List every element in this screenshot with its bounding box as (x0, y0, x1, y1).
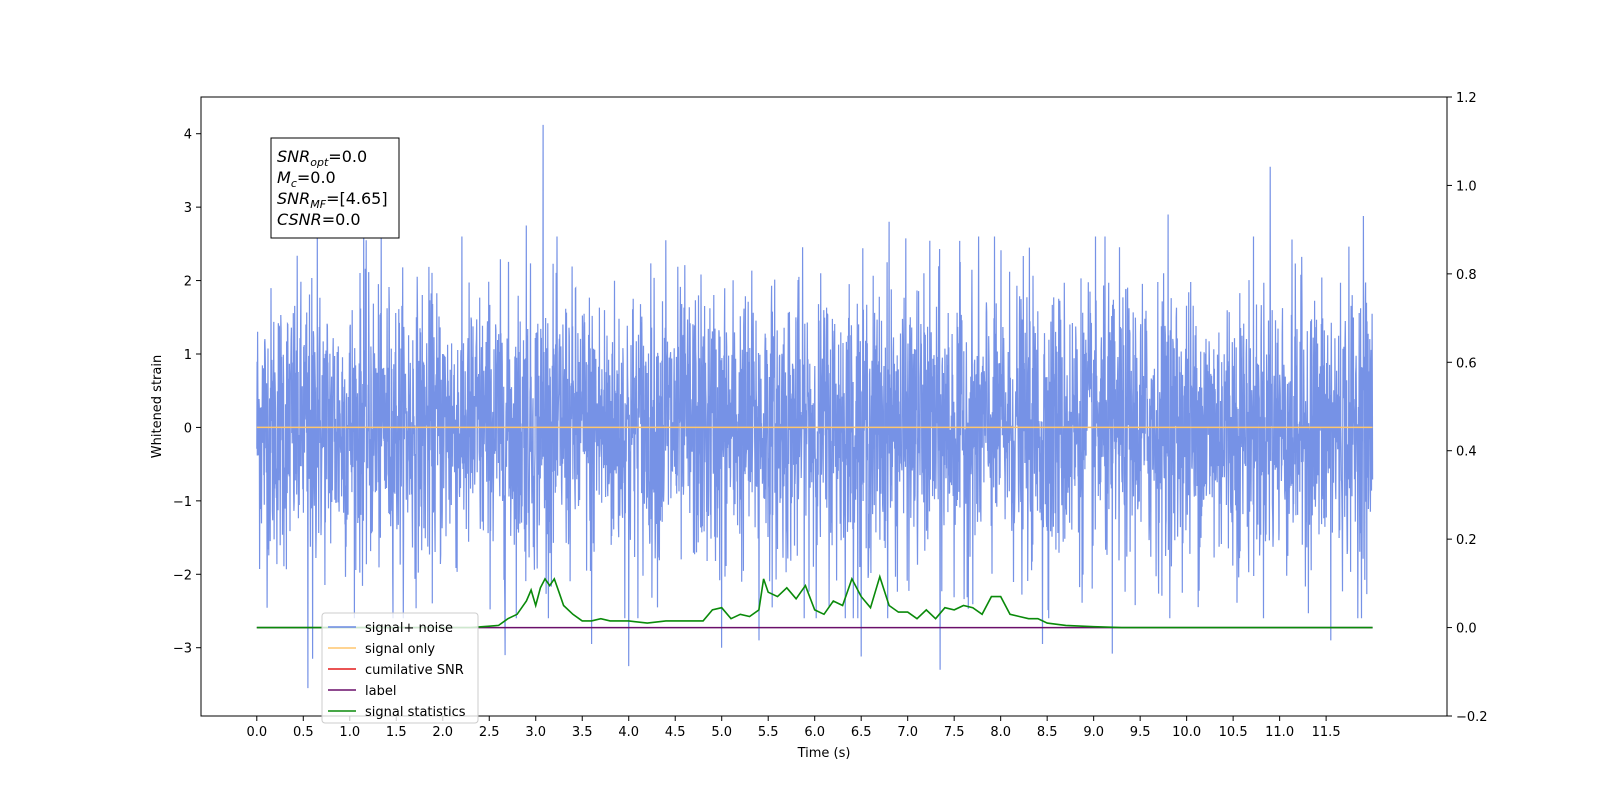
x-tick-label: 1.5 (386, 725, 407, 740)
y-tick-label: −1 (173, 495, 192, 510)
y-tick-label: 3 (184, 201, 192, 216)
y2-tick-label: 0.4 (1456, 445, 1477, 460)
info-symbol: SNR (277, 147, 310, 166)
x-tick-label: 2.0 (432, 725, 453, 740)
legend: signal+ noise signal only cumilative SNR la… (321, 612, 479, 724)
x-tick-label: 5.5 (758, 725, 779, 740)
y-tick-label: 4 (184, 128, 192, 143)
plot-frame (200, 96, 1448, 717)
legend-frame (321, 612, 479, 724)
x-tick-label: 10.0 (1172, 725, 1201, 740)
x-tick-label: 4.0 (618, 725, 639, 740)
y-tick-label: −3 (173, 642, 192, 657)
x-tick-label: 6.5 (851, 725, 872, 740)
x-tick-label: 4.5 (665, 725, 686, 740)
series-signal-statistics-line (256, 574, 1373, 629)
x-tick-label: 11.5 (1312, 725, 1341, 740)
legend-label: signal+ noise (365, 621, 453, 636)
x-tick-label: 2.5 (479, 725, 500, 740)
info-symbol: CSNR (277, 210, 322, 229)
y2-tick-label: 0.6 (1456, 356, 1477, 371)
info-line: SNRopt=0.0 (277, 147, 367, 169)
x-tick-label: 8.5 (1037, 725, 1058, 740)
info-value: =0.0 (328, 147, 367, 166)
x-tick-label: 10.5 (1219, 725, 1248, 740)
x-axis-label: Time (s) (797, 746, 851, 761)
x-tick-label: 7.5 (944, 725, 965, 740)
y-tick-label: 1 (184, 348, 192, 363)
info-box-frame (270, 137, 400, 239)
info-line: SNRMF=[4.65] (277, 189, 388, 211)
x-tick-label: 3.5 (572, 725, 593, 740)
y2-tick-label: 1.0 (1456, 179, 1477, 194)
y-tick-label: 0 (184, 421, 192, 436)
info-value: =[4.65] (326, 189, 388, 208)
x-tick-label: 9.0 (1083, 725, 1104, 740)
x-tick-label: 1.0 (339, 725, 360, 740)
axes: Time (s) Whitened strain 0.0 0.5 1.0 1.5 2.0… (150, 91, 1488, 761)
x-tick-label: 0.5 (293, 725, 314, 740)
y2-tick-label: −0.2 (1456, 710, 1488, 725)
x-tick-label: 0.0 (246, 725, 267, 740)
info-line: CSNR=0.0 (277, 210, 361, 229)
y-axis-label: Whitened strain (150, 355, 165, 458)
info-subscript: MF (310, 198, 326, 211)
x-tick-label: 6.0 (804, 725, 825, 740)
info-value: =0.0 (322, 210, 361, 229)
y2-tick-label: 0.0 (1456, 622, 1477, 637)
x-tick-label: 9.5 (1130, 725, 1151, 740)
legend-label: cumilative SNR (365, 663, 464, 678)
info-line: Mc=0.0 (277, 168, 336, 190)
y-tick-label: −2 (173, 568, 192, 583)
legend-label: signal only (365, 642, 435, 657)
legend-label: label (365, 684, 396, 699)
info-symbol: SNR (277, 189, 310, 208)
series-signal-noise-line (256, 124, 1374, 689)
y2-tick-label: 0.2 (1456, 533, 1477, 548)
y2-tick-label: 1.2 (1456, 91, 1477, 106)
x-tick-label: 5.0 (711, 725, 732, 740)
x-tick-label: 3.0 (525, 725, 546, 740)
legend-label: signal statistics (365, 705, 466, 720)
y2-tick-label: 0.8 (1456, 268, 1477, 283)
x-tick-label: 11.0 (1265, 725, 1294, 740)
x-tick-label: 8.0 (990, 725, 1011, 740)
info-value: =0.0 (297, 168, 336, 187)
info-subscript: c (291, 177, 297, 190)
info-symbol: M (277, 168, 291, 187)
y-tick-label: 2 (184, 275, 192, 290)
x-tick-label: 7.0 (897, 725, 918, 740)
info-subscript: opt (310, 156, 329, 169)
